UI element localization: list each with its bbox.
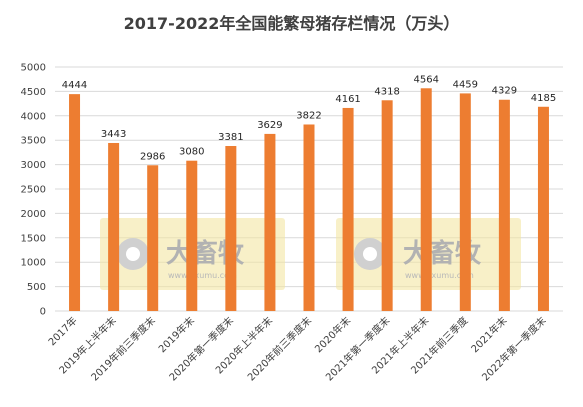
x-tick-label: 2019年末 bbox=[156, 314, 197, 355]
x-tick-label: 2017年 bbox=[45, 314, 79, 348]
data-label: 3629 bbox=[257, 120, 282, 131]
data-label: 3080 bbox=[179, 147, 204, 158]
bar bbox=[537, 106, 549, 311]
y-tick-label: 500 bbox=[27, 282, 46, 293]
y-tick-label: 3000 bbox=[21, 160, 46, 171]
bars bbox=[69, 88, 549, 312]
data-labels: 4444 3443 2986 3080 3381 3629 3822 4161 4318 4564… bbox=[62, 74, 556, 162]
y-tick-label: 2000 bbox=[21, 209, 46, 220]
data-label: 3822 bbox=[296, 110, 321, 121]
chart-title: 2017-2022年全国能繁母猪存栏情况（万头） bbox=[123, 14, 460, 33]
bar bbox=[303, 124, 315, 312]
bar bbox=[186, 160, 198, 311]
x-tick-label: 2021年第一季度末 bbox=[323, 314, 393, 384]
y-tick-label: 1500 bbox=[21, 233, 46, 244]
data-label: 4318 bbox=[374, 86, 399, 97]
data-label: 4185 bbox=[531, 93, 556, 104]
x-tick-label: 2020年末 bbox=[312, 314, 353, 355]
y-tick-label: 3500 bbox=[21, 136, 46, 147]
y-tick-label: 4000 bbox=[21, 111, 46, 122]
data-label: 4459 bbox=[453, 79, 478, 90]
x-tick-label: 2020年第一季度末 bbox=[166, 314, 236, 384]
y-tick-label: 2500 bbox=[21, 185, 46, 196]
watermark-url: www.dxumu.com bbox=[168, 271, 237, 280]
bar bbox=[381, 100, 393, 311]
bar bbox=[225, 146, 237, 311]
y-tick-label: 1000 bbox=[21, 258, 46, 269]
watermark-url: www.dxumu.com bbox=[405, 271, 474, 280]
data-label: 3381 bbox=[218, 132, 243, 143]
bar bbox=[459, 93, 471, 311]
bar bbox=[498, 99, 510, 311]
y-axis: 0 500 1000 1500 2000 2500 3000 3500 4000 4500 5000 bbox=[21, 63, 46, 318]
data-label: 4161 bbox=[335, 94, 360, 105]
bar bbox=[69, 94, 81, 311]
data-label: 4329 bbox=[492, 86, 517, 97]
bar bbox=[420, 88, 432, 312]
x-tick-label: 2019年前三季度末 bbox=[88, 314, 158, 384]
data-label: 4564 bbox=[414, 74, 439, 85]
bar bbox=[108, 142, 120, 311]
data-label: 3443 bbox=[101, 129, 126, 140]
x-tick-label: 2020年前三季度末 bbox=[245, 314, 315, 384]
y-tick-label: 0 bbox=[40, 307, 46, 318]
x-tick-label: 2022年第一季度末 bbox=[479, 314, 549, 384]
data-label: 4444 bbox=[62, 80, 87, 91]
y-tick-label: 5000 bbox=[21, 63, 46, 74]
bar bbox=[147, 165, 159, 311]
y-tick-label: 4500 bbox=[21, 87, 46, 98]
x-tick-label: 2021年末 bbox=[468, 314, 509, 355]
bar bbox=[264, 133, 276, 311]
data-label: 2986 bbox=[140, 151, 165, 162]
bar bbox=[342, 107, 354, 311]
